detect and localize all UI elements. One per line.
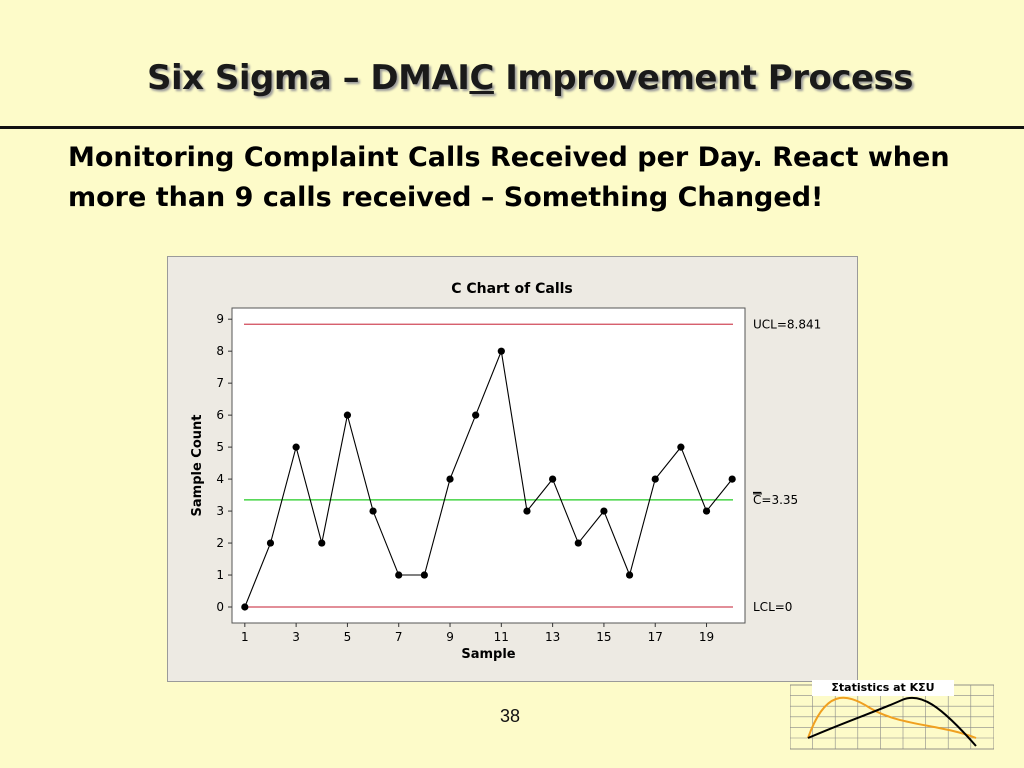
- data-point: [292, 443, 300, 451]
- data-point: [702, 507, 711, 515]
- data-point: [728, 475, 736, 483]
- x-tick-label: 17: [648, 630, 663, 644]
- statistics-logo: Σtatistics at KΣU: [790, 680, 994, 750]
- logo-label: Σtatistics at KΣU: [812, 680, 954, 696]
- x-tick-label: 1: [241, 630, 249, 644]
- data-point: [497, 347, 505, 355]
- x-tick-label: 19: [699, 630, 714, 644]
- x-tick-label: 15: [596, 630, 611, 644]
- y-tick-label: 7: [216, 376, 224, 390]
- y-tick-label: 2: [216, 536, 224, 550]
- plot-area: [231, 307, 746, 624]
- x-tick-label: 7: [395, 630, 403, 644]
- x-tick-label: 5: [344, 630, 352, 644]
- x-tick-label: 13: [545, 630, 560, 644]
- center-line-label: C=3.35: [753, 493, 798, 507]
- data-point: [651, 475, 659, 483]
- y-tick-label: 6: [216, 408, 224, 422]
- title-text-part: Six Sigma – DMAI: [146, 58, 470, 98]
- title-underlined-letter: C: [469, 58, 494, 98]
- x-tick-label: 9: [446, 630, 454, 644]
- y-tick-label: 3: [216, 504, 224, 518]
- data-point: [549, 475, 557, 483]
- logo-skewed-curve: [807, 696, 977, 739]
- data-point: [318, 539, 326, 547]
- data-point: [420, 571, 428, 579]
- y-tick-label: 5: [216, 440, 224, 454]
- slide-title: Six Sigma – DMAIC Improvement Process: [0, 58, 1024, 98]
- y-axis-label: Sample Count: [190, 415, 205, 517]
- data-point: [574, 539, 582, 547]
- data-point: [343, 411, 352, 419]
- data-point: [677, 443, 685, 451]
- y-tick-label: 0: [216, 600, 224, 614]
- x-tick-label: 11: [494, 630, 509, 644]
- data-point: [472, 411, 480, 419]
- data-point: [446, 475, 454, 483]
- data-point: [395, 571, 403, 579]
- title-rule: [0, 126, 1024, 129]
- y-tick-label: 1: [216, 568, 224, 582]
- title-text-part: Improvement Process: [493, 58, 914, 98]
- series-line: [244, 349, 733, 608]
- data-point: [600, 507, 608, 515]
- control-line-label: UCL=8.841: [753, 317, 821, 331]
- logo-normal-curve: [807, 696, 977, 747]
- data-point: [266, 539, 275, 547]
- chart-title: C Chart of Calls: [451, 281, 573, 297]
- control-line-label: LCL=0: [753, 600, 792, 614]
- data-point: [625, 571, 634, 579]
- y-tick-label: 9: [216, 312, 224, 326]
- body-text: Monitoring Complaint Calls Received per …: [68, 142, 950, 213]
- data-point: [523, 507, 531, 515]
- page-number: 38: [499, 706, 521, 726]
- data-point: [369, 507, 377, 515]
- data-point: [241, 603, 249, 611]
- chart-panel: C Chart of Calls 0 1 2 3 4 5 6 7 8 9 1 3 5 7 9 11 13 15 17 1…: [167, 256, 858, 682]
- x-tick-label: 3: [292, 630, 300, 644]
- x-axis-label: Sample: [461, 647, 515, 662]
- y-tick-label: 4: [216, 472, 224, 486]
- y-tick-label: 8: [216, 344, 224, 358]
